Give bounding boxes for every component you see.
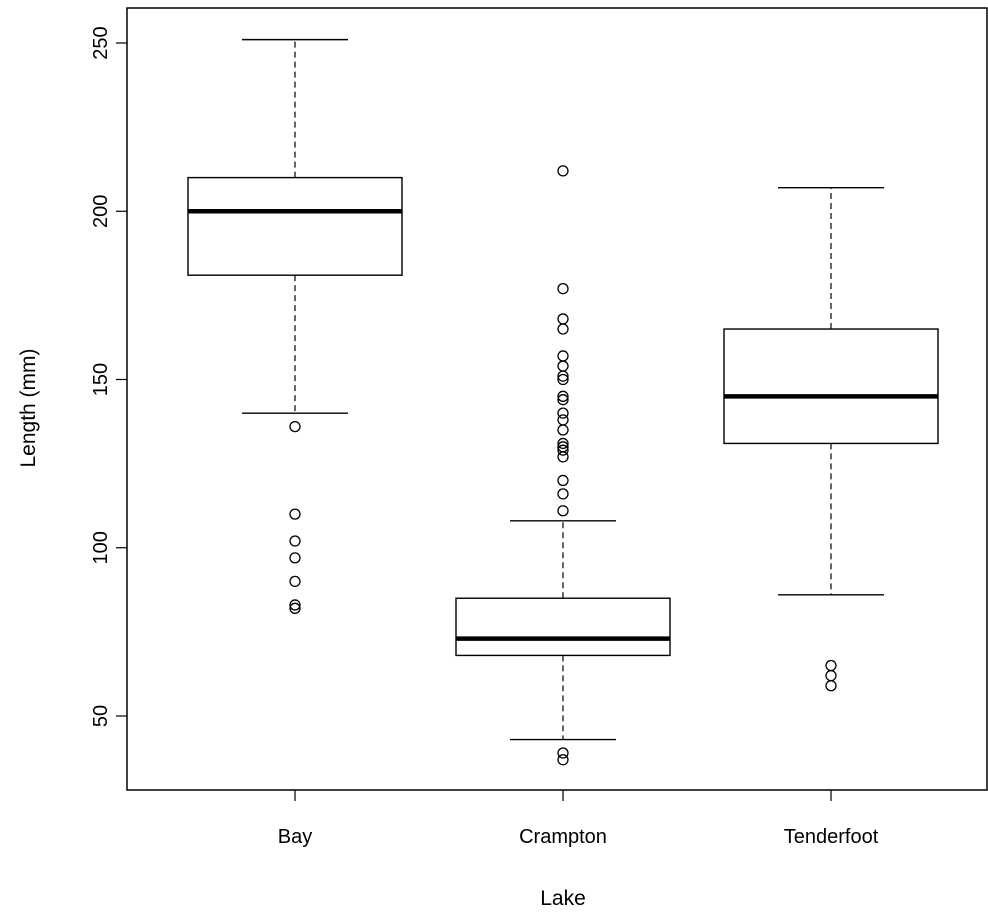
outlier-point bbox=[557, 451, 569, 463]
outlier-point bbox=[557, 474, 569, 487]
outlier-point bbox=[557, 414, 569, 426]
y-axis-title: Length (mm) bbox=[17, 348, 40, 467]
outlier-point bbox=[557, 444, 569, 456]
outlier-point bbox=[289, 420, 301, 433]
outlier-point bbox=[557, 407, 569, 419]
box-group bbox=[187, 38, 403, 614]
outlier-point bbox=[557, 313, 569, 325]
outlier-point bbox=[289, 552, 301, 564]
outlier-point bbox=[557, 323, 569, 335]
outlier-point bbox=[289, 508, 301, 520]
x-axis-title: Lake bbox=[540, 887, 586, 910]
outlier-point bbox=[557, 394, 569, 406]
outlier-point bbox=[557, 350, 569, 362]
plot-frame bbox=[126, 7, 988, 791]
iqr-box bbox=[455, 597, 671, 657]
outlier-point bbox=[289, 602, 301, 614]
outlier-point bbox=[557, 437, 569, 450]
iqr-box bbox=[187, 176, 403, 276]
outlier-point bbox=[289, 535, 301, 547]
outlier-point bbox=[557, 747, 569, 759]
outlier-point bbox=[557, 282, 569, 295]
plot-area bbox=[187, 38, 939, 766]
x-tick-label: Crampton bbox=[519, 826, 607, 848]
y-tick-label: 50 bbox=[90, 705, 112, 727]
outlier-point bbox=[289, 575, 301, 588]
outlier-point bbox=[289, 599, 301, 611]
x-tick-label: Bay bbox=[278, 826, 312, 848]
outlier-point bbox=[557, 373, 569, 386]
outlier-point bbox=[557, 488, 569, 500]
outlier-point bbox=[825, 669, 837, 682]
iqr-box bbox=[723, 328, 939, 445]
y-tick-label: 200 bbox=[90, 195, 112, 228]
y-tick-label: 150 bbox=[90, 363, 112, 396]
box-group bbox=[723, 186, 939, 692]
box-group bbox=[455, 165, 671, 766]
y-tick-label: 250 bbox=[90, 26, 112, 59]
axes: 50 100 150 200 250 Bay Crampton Tenderfoot bbox=[90, 7, 988, 848]
outlier-point bbox=[825, 680, 837, 692]
outlier-point bbox=[557, 165, 569, 177]
outlier-point bbox=[557, 424, 569, 436]
x-tick-label: Tenderfoot bbox=[784, 826, 879, 848]
outlier-point bbox=[557, 505, 569, 517]
outlier-point bbox=[557, 370, 569, 382]
outlier-point bbox=[557, 754, 569, 766]
outlier-point bbox=[557, 390, 569, 402]
y-tick-label: 100 bbox=[90, 531, 112, 564]
outlier-point bbox=[825, 659, 837, 672]
outlier-point bbox=[557, 360, 569, 372]
